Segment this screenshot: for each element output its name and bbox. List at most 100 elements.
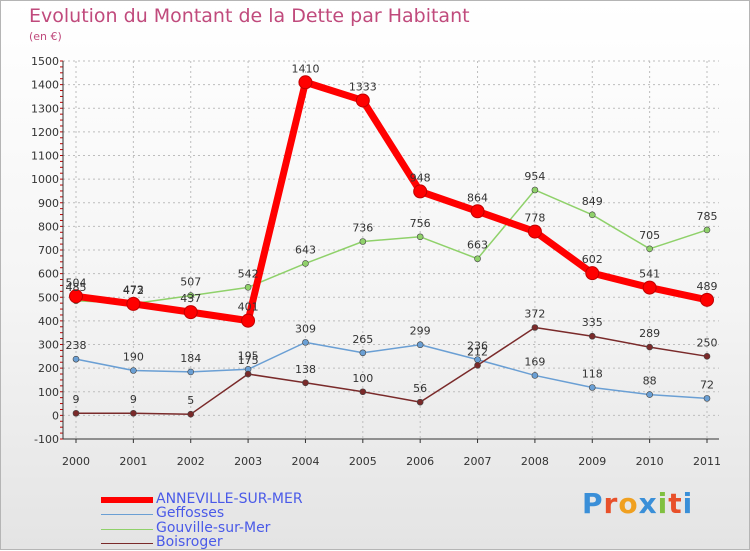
data-label: 184 [180,352,201,365]
data-point [642,280,657,295]
data-point [183,305,198,320]
data-label: 250 [697,336,718,349]
data-label: 9 [73,393,80,406]
data-label: 485 [66,281,87,294]
logo-letter: x [638,487,658,520]
data-label: 736 [352,221,373,234]
x-tick-label: 2006 [406,455,434,468]
data-point [416,341,424,349]
data-label: 1410 [291,62,319,75]
data-point [130,409,137,417]
data-label: 309 [295,322,316,335]
x-tick-label: 2010 [636,455,664,468]
data-point [585,266,600,281]
logo-letter: o [618,487,639,520]
legend-swatch [101,514,153,515]
legend-label: Gouville-sur-Mer [156,520,271,536]
data-label: 100 [352,372,373,385]
data-label: 238 [66,339,87,352]
data-label: 507 [180,276,201,289]
y-tick-label: 100 [38,386,59,399]
y-tick-label: 200 [38,362,59,375]
data-label: 56 [413,382,427,395]
data-label: 372 [524,307,545,320]
series-line-geffosses [75,341,708,400]
x-tick-label: 2000 [62,455,90,468]
data-label: 72 [700,378,714,391]
legend-label: Boisroger [156,534,223,550]
logo-letter: i [657,487,669,520]
data-point [126,296,141,311]
data-point [241,313,256,328]
y-tick-label: 0 [52,409,59,422]
data-label: 118 [582,367,603,380]
proxiti-logo: Proxiti [582,487,693,520]
data-label: 472 [123,284,144,297]
data-label: 864 [467,191,488,204]
logo-letter: r [603,487,619,520]
data-point [302,379,309,387]
data-label: 175 [238,354,259,367]
data-label: 335 [582,316,603,329]
y-tick-label: 900 [38,197,59,210]
data-point [359,349,367,357]
data-point [72,409,80,417]
x-tick-label: 2009 [578,455,606,468]
data-point [531,324,539,331]
data-point [187,292,195,299]
data-label: 9 [130,393,137,406]
legend-swatch [101,497,153,503]
y-tick-label: 1500 [31,55,59,68]
x-tick-label: 2004 [291,455,319,468]
legend-label: Geffosses [156,505,225,521]
data-point [298,75,313,90]
data-label: 88 [643,375,657,388]
data-label: 705 [639,229,660,242]
data-label: 212 [467,345,488,358]
data-point [527,224,542,239]
x-tick-label: 2008 [521,455,549,468]
data-point [416,233,424,241]
data-label: 169 [524,355,545,368]
data-point [69,289,83,304]
data-label: 236 [467,340,488,353]
data-point [703,395,711,402]
data-label: 473 [123,284,144,297]
y-tick-label: 1400 [31,79,59,92]
y-tick-label: 1100 [31,150,59,163]
data-point [646,391,653,398]
data-label: 948 [410,171,431,184]
data-label: 778 [524,212,545,225]
data-point [703,226,711,234]
data-point [588,384,596,391]
data-label: 190 [123,350,144,363]
data-label: 437 [180,292,201,305]
data-label: 643 [295,243,316,256]
data-point [302,260,309,267]
x-tick-label: 2002 [177,455,205,468]
data-point [187,368,195,376]
data-label: 299 [410,325,431,338]
y-tick-label: 1000 [31,173,59,186]
chart-title: Evolution du Montant de la Dette par Hab… [29,5,470,27]
data-label: 602 [582,253,603,266]
data-point [474,361,481,369]
series-line-boisroger [76,326,708,415]
data-point [359,388,367,396]
y-tick-label: 1200 [31,126,59,139]
data-label: 265 [352,333,373,346]
y-tick-label: 400 [38,315,59,328]
data-label: 849 [582,195,603,208]
data-point [474,255,481,263]
y-tick-label: 600 [38,268,59,281]
legend-swatch [101,529,153,530]
x-tick-label: 2005 [349,455,377,468]
data-point [302,339,309,346]
data-label: 785 [697,210,718,223]
x-tick-label: 2011 [693,455,721,468]
data-point [187,410,195,418]
data-point [244,284,252,291]
data-point [72,355,80,363]
